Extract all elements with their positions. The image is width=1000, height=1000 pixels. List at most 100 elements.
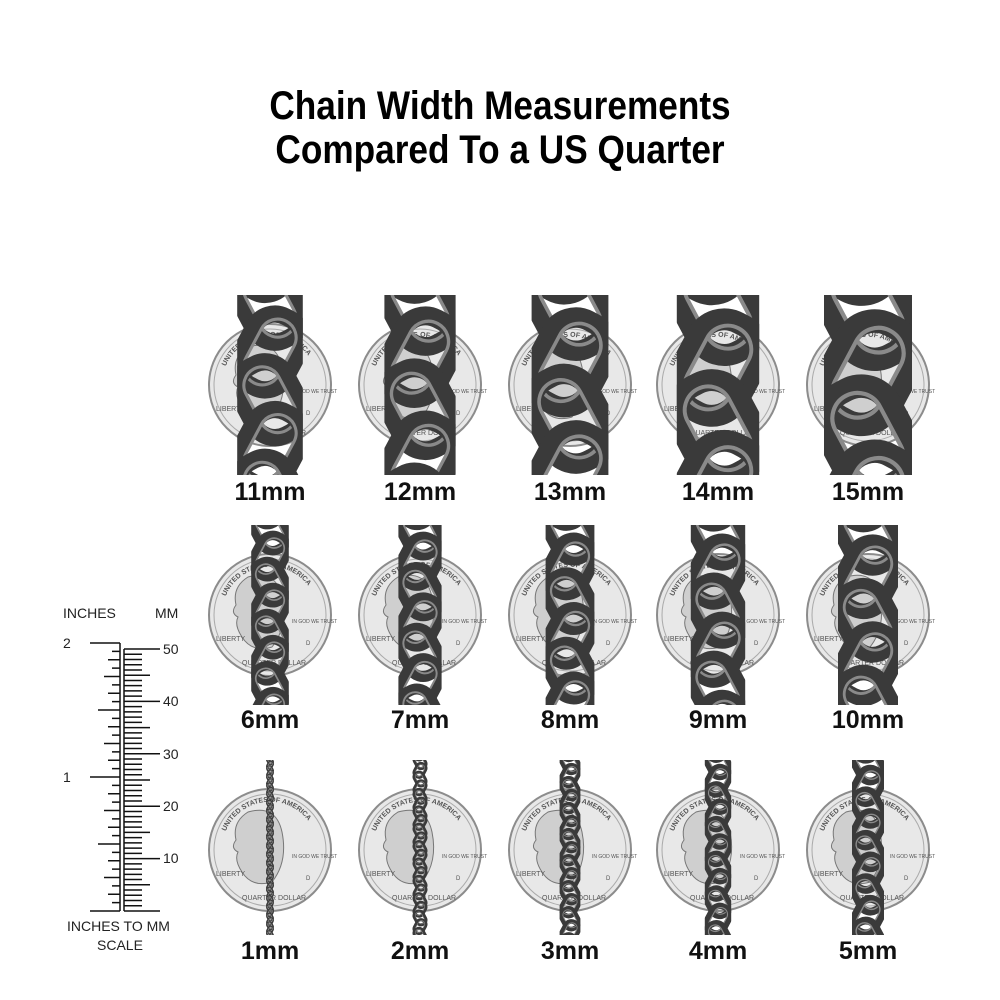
chain-link: [237, 353, 303, 447]
chain-link: [412, 840, 428, 857]
ruler-mm-label-20: 20: [163, 798, 179, 814]
chain-link: [412, 848, 428, 866]
svg-text:D: D: [606, 641, 611, 647]
chain-link: [559, 880, 581, 906]
chain-sample-2mm: UNITED STATES OF AMERICA LIBERTY IN GOD WE…: [345, 755, 495, 985]
chain-link: [412, 770, 428, 788]
svg-text:IN GOD WE TRUST: IN GOD WE TRUST: [740, 619, 785, 625]
chain-link: [704, 867, 732, 902]
chain-link: [690, 572, 746, 649]
svg-text:IN GOD WE TRUST: IN GOD WE TRUST: [740, 389, 785, 395]
svg-text:LIBERTY: LIBERTY: [664, 871, 693, 878]
chain-link: [531, 295, 609, 361]
chain-link: [412, 831, 428, 849]
chain-sample-5mm: UNITED STATES OF AMERICA LIBERTY IN GOD WE…: [793, 755, 943, 985]
chain-width-label: 6mm: [240, 706, 300, 734]
svg-text:IN GOD WE TRUST: IN GOD WE TRUST: [592, 619, 637, 625]
svg-text:LIBERTY: LIBERTY: [516, 636, 545, 643]
chain-links: [266, 760, 274, 935]
chain-link: [690, 689, 746, 705]
title-line-2: Compared To a US Quarter: [275, 128, 725, 172]
chain-sample-4mm: UNITED STATES OF AMERICA LIBERTY IN GOD WE…: [643, 755, 793, 985]
chain-link: [824, 439, 912, 475]
chain-link: [237, 295, 303, 351]
chain-width-label: 12mm: [383, 478, 457, 506]
chain-link: [251, 525, 289, 556]
chain-link: [559, 840, 581, 867]
svg-text:D: D: [606, 411, 611, 417]
chain-link: [545, 602, 595, 670]
chain-link: [412, 822, 428, 840]
ruler-ticks: [90, 642, 160, 912]
svg-text:LIBERTY: LIBERTY: [814, 636, 843, 643]
chain-links: [398, 525, 442, 705]
chain-link: [398, 562, 442, 622]
chain-link: [824, 374, 912, 475]
chain-width-label: 8mm: [540, 706, 600, 734]
chain-link: [704, 902, 732, 935]
chain-link: [559, 906, 581, 932]
chain-link: [384, 410, 456, 475]
svg-text:D: D: [456, 876, 461, 882]
chain-link: [545, 636, 595, 705]
chain-width-label: 7mm: [390, 706, 450, 734]
svg-text:D: D: [754, 876, 759, 882]
chain-width-label: 5mm: [838, 937, 898, 965]
chain-link: [531, 420, 609, 475]
chain-link: [251, 634, 289, 686]
chain-link: [398, 592, 442, 652]
chain-link: [824, 295, 912, 372]
svg-text:LIBERTY: LIBERTY: [216, 871, 245, 878]
chain-link: [384, 306, 456, 408]
chain-link: [704, 763, 732, 798]
chain-link: [852, 764, 884, 808]
chain-link: [412, 796, 428, 814]
chain-link: [251, 556, 289, 608]
chain-link: [704, 798, 732, 833]
svg-text:LIBERTY: LIBERTY: [216, 406, 245, 413]
chain-link: [824, 309, 912, 437]
chain-link: [412, 857, 428, 875]
chain-link: [266, 760, 274, 761]
chain-sample-12mm: UNITED STATES OF AMERICA LIBERTY IN GOD WE…: [345, 290, 495, 520]
chain-links: [251, 525, 289, 705]
chain-link: [398, 531, 442, 591]
chain-links: [704, 760, 732, 935]
svg-text:QUARTER DOLLAR: QUARTER DOLLAR: [242, 895, 306, 902]
chain-link: [412, 787, 428, 805]
ruler-mm-label-30: 30: [163, 746, 179, 762]
svg-text:D: D: [904, 641, 909, 647]
chain-link: [412, 900, 428, 918]
chain-link: [412, 779, 428, 797]
ruler-mm-header: MM: [155, 605, 179, 621]
chain-sample-9mm: UNITED STATES OF AMERICA LIBERTY IN GOD WE…: [643, 520, 793, 750]
chain-link: [852, 916, 884, 935]
chain-link: [838, 577, 898, 663]
chain-link: [704, 760, 732, 781]
chain-width-label: 15mm: [831, 478, 905, 506]
chain-link: [838, 621, 898, 705]
chain-sample-7mm: UNITED STATES OF AMERICA LIBERTY IN GOD WE…: [345, 520, 495, 750]
chain-link: [412, 813, 428, 831]
chain-link: [676, 308, 760, 427]
svg-text:IN GOD WE TRUST: IN GOD WE TRUST: [890, 854, 935, 860]
chain-link: [559, 827, 581, 854]
chain-sample-13mm: UNITED STATES OF AMERICA LIBERTY IN GOD WE…: [495, 290, 645, 520]
chain-link: [251, 608, 289, 660]
chain-link: [559, 919, 581, 935]
chain-sample-10mm: UNITED STATES OF AMERICA LIBERTY IN GOD WE…: [793, 520, 943, 750]
svg-text:LIBERTY: LIBERTY: [366, 871, 395, 878]
chain-link: [838, 534, 898, 620]
svg-text:D: D: [456, 641, 461, 647]
chain-link: [704, 781, 732, 815]
